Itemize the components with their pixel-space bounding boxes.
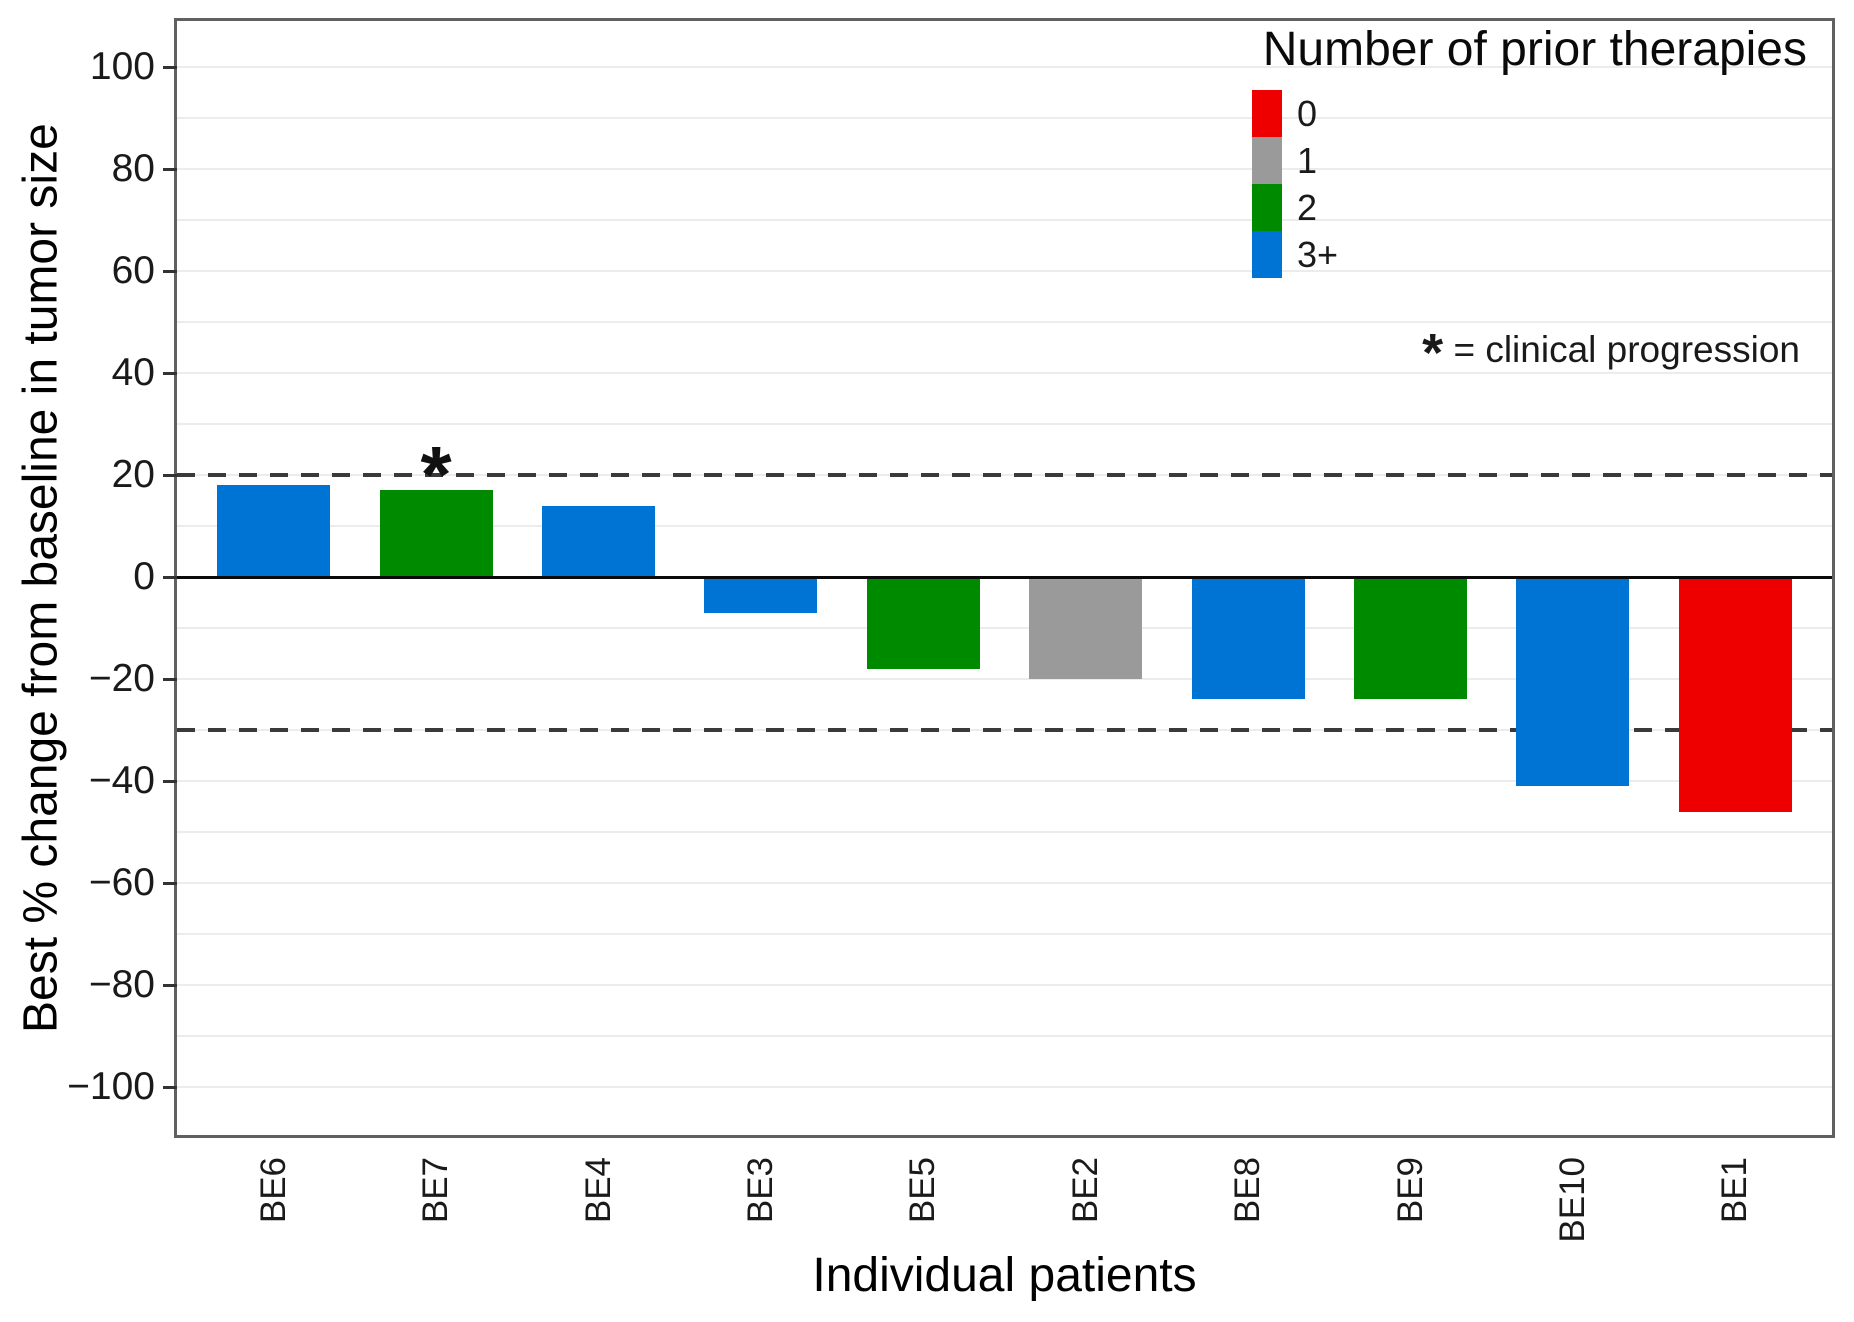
bar-be3 xyxy=(704,577,818,613)
gridline xyxy=(177,984,1832,986)
reference-line xyxy=(177,728,1832,732)
y-tick-label: 40 xyxy=(111,351,155,394)
gridline xyxy=(177,1035,1832,1037)
y-tick-mark xyxy=(163,371,177,375)
x-tick-label-be2: BE2 xyxy=(1065,1157,1105,1224)
bar-be8 xyxy=(1191,577,1305,700)
gridline xyxy=(177,678,1832,680)
y-tick-label: −20 xyxy=(88,657,155,700)
clinical-progression-note: * = clinical progression xyxy=(1422,322,1800,384)
y-tick-mark xyxy=(163,779,177,783)
gridline xyxy=(177,219,1832,221)
legend-swatch-icon xyxy=(1252,231,1282,278)
legend-swatch-icon xyxy=(1252,184,1282,231)
x-tick-label-be1: BE1 xyxy=(1715,1157,1755,1224)
gridline xyxy=(177,933,1832,935)
y-tick-label: 80 xyxy=(111,147,155,190)
y-tick-mark xyxy=(163,983,177,987)
legend-swatch-icon xyxy=(1252,137,1282,184)
y-tick-mark xyxy=(163,473,177,477)
bar-be2 xyxy=(1029,577,1143,679)
y-tick-label: 60 xyxy=(111,249,155,292)
legend-item-0: 0 xyxy=(1252,90,1338,137)
asterisk-icon: * xyxy=(1422,323,1444,383)
x-tick-label-be9: BE9 xyxy=(1390,1157,1430,1224)
y-tick-label: 0 xyxy=(133,555,155,598)
y-tick-label: −80 xyxy=(88,963,155,1006)
gridline xyxy=(177,1086,1832,1088)
plot-area xyxy=(174,18,1835,1138)
legend-swatch-icon xyxy=(1252,90,1282,137)
x-tick-label-be5: BE5 xyxy=(903,1157,943,1224)
gridline xyxy=(177,525,1832,527)
gridline xyxy=(177,372,1832,374)
bar-be4 xyxy=(542,505,655,577)
x-tick-label-be4: BE4 xyxy=(578,1157,618,1224)
bar-be9 xyxy=(1354,577,1467,700)
y-tick-label: 100 xyxy=(89,45,155,88)
legend-item-3plus: 3+ xyxy=(1252,231,1338,278)
y-tick-mark xyxy=(163,65,177,69)
y-tick-mark xyxy=(163,881,177,885)
zero-baseline xyxy=(177,575,1832,579)
clinical-progression-asterisk: * xyxy=(420,430,452,520)
reference-line xyxy=(177,473,1832,477)
gridline xyxy=(177,66,1832,68)
x-axis-title: Individual patients xyxy=(812,1249,1197,1302)
y-tick-label: −40 xyxy=(88,759,155,802)
x-tick-label-be10: BE10 xyxy=(1552,1157,1592,1243)
y-tick-mark xyxy=(163,167,177,171)
gridline xyxy=(177,627,1832,629)
y-tick-label: −60 xyxy=(88,861,155,904)
x-tick-label-be8: BE8 xyxy=(1228,1157,1268,1224)
bar-be6 xyxy=(217,485,331,577)
y-tick-mark xyxy=(163,1085,177,1089)
y-tick-mark xyxy=(163,677,177,681)
gridline xyxy=(177,831,1832,833)
legend-item-label: 0 xyxy=(1297,92,1318,134)
legend-title: Number of prior therapies xyxy=(1262,23,1807,76)
bar-be10 xyxy=(1516,577,1630,787)
gridline xyxy=(177,423,1832,425)
legend-item-label: 2 xyxy=(1297,186,1318,228)
x-tick-label-be3: BE3 xyxy=(740,1157,780,1224)
y-tick-label: 20 xyxy=(111,453,155,496)
x-tick-label-be6: BE6 xyxy=(253,1157,293,1224)
y-tick-label: −100 xyxy=(67,1065,155,1108)
x-tick-label-be7: BE7 xyxy=(416,1157,456,1224)
gridline xyxy=(177,321,1832,323)
gridline xyxy=(177,270,1832,272)
y-tick-mark xyxy=(163,269,177,273)
legend-item-label: 3+ xyxy=(1297,233,1339,275)
gridline xyxy=(177,882,1832,884)
bar-be5 xyxy=(866,577,980,669)
legend-item-label: 1 xyxy=(1297,139,1318,181)
gridline xyxy=(177,168,1832,170)
gridline xyxy=(177,117,1832,119)
y-tick-mark xyxy=(163,575,177,579)
bar-be1 xyxy=(1678,577,1792,812)
legend-item-2: 2 xyxy=(1252,184,1338,231)
legend: 0 1 2 3+ xyxy=(1252,90,1338,278)
bar-be7 xyxy=(379,490,493,577)
gridline xyxy=(177,780,1832,782)
legend-item-1: 1 xyxy=(1252,137,1338,184)
clinical-progression-note-text: = clinical progression xyxy=(1453,329,1800,370)
